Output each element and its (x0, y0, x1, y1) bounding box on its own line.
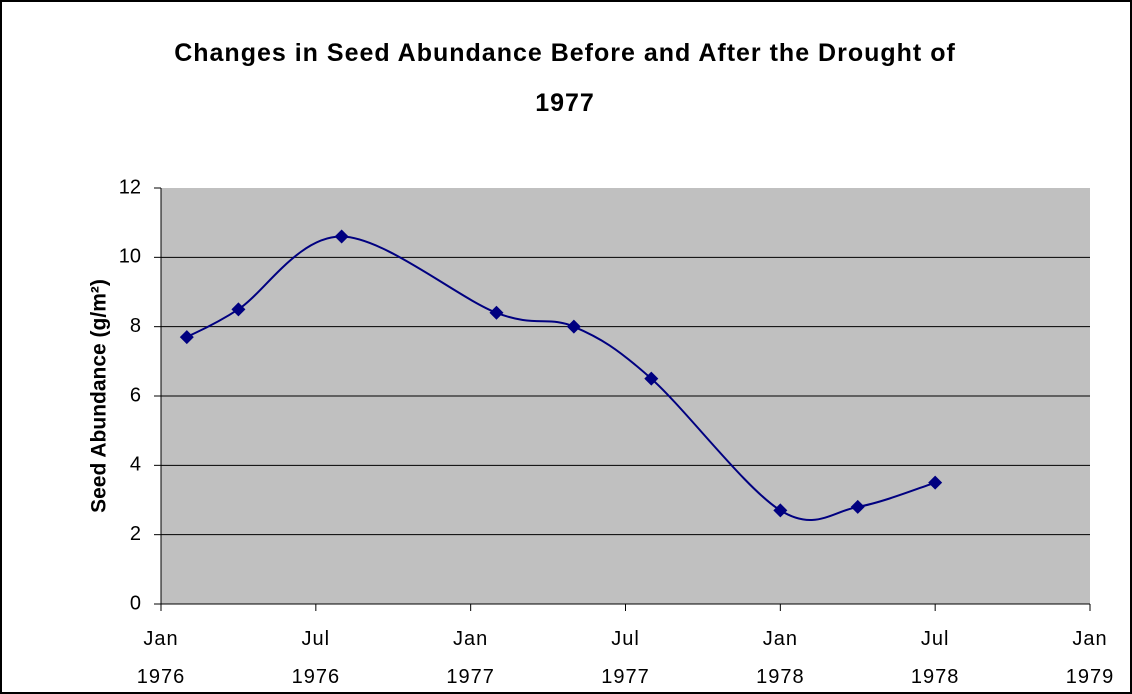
point-marker (773, 503, 788, 518)
y-tick-label: 10 (119, 246, 141, 268)
point-marker (489, 305, 504, 320)
x-tick-label: Jul 1976 (291, 628, 341, 688)
x-tick-label: Jan 1978 (756, 628, 805, 688)
y-tick-label: 8 (130, 315, 141, 337)
point-marker (566, 319, 581, 334)
y-tick-label: 0 (130, 592, 141, 614)
y-axis-label: Seed Abundance (g/m²) (88, 279, 111, 513)
x-tick-label: Jul 1977 (601, 628, 650, 688)
y-tick-label: 2 (130, 523, 141, 545)
y-tick-label: 4 (130, 454, 141, 476)
x-tick-label: Jan 1976 (136, 628, 186, 688)
x-tick-label: Jul 1978 (910, 628, 960, 688)
point-marker (928, 475, 943, 490)
point-marker (644, 371, 659, 386)
chart-title: Changes in Seed Abundance Before and Aft… (174, 39, 956, 117)
y-tick-label: 6 (130, 384, 141, 406)
point-marker (850, 499, 865, 514)
point-marker (231, 302, 246, 317)
x-tick-label: Jan 1977 (446, 628, 495, 688)
point-marker (334, 229, 349, 244)
y-tick-label: 12 (119, 176, 141, 198)
x-tick-label: Jan 1979 (1065, 628, 1115, 688)
point-marker (179, 330, 194, 345)
